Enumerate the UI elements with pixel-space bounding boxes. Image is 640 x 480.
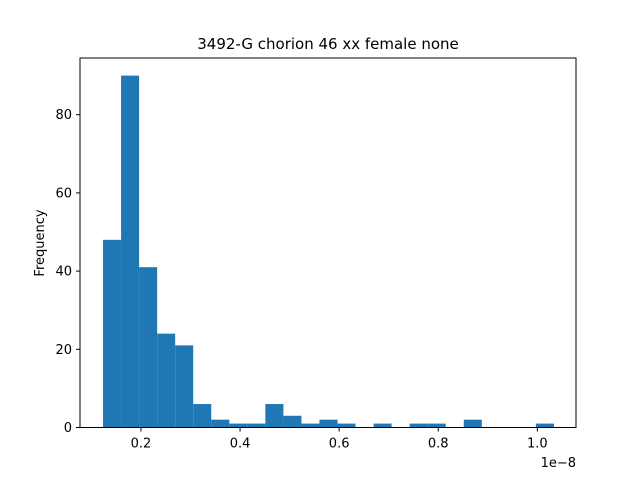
histogram-bar — [535, 423, 554, 428]
x-tick-label: 0.2 — [131, 437, 152, 452]
y-axis-label: Frequency — [33, 209, 48, 276]
y-tick-label: 0 — [64, 421, 72, 436]
histogram-bar — [319, 419, 338, 428]
x-axis: 0.2 0.4 0.6 0.8 1.0 — [131, 427, 548, 452]
chart-title: 3492-G chorion 46 xx female none — [197, 35, 459, 53]
histogram-bar — [121, 75, 140, 428]
y-tick-label: 80 — [55, 108, 72, 123]
histogram-bar — [157, 333, 176, 428]
histogram-bar — [301, 423, 320, 428]
y-tick-label: 40 — [55, 265, 72, 280]
histogram-bar — [373, 423, 392, 428]
x-tick-label: 1.0 — [527, 437, 548, 452]
x-tick-label: 0.8 — [428, 437, 449, 452]
bars-group — [103, 75, 554, 428]
histogram-bar — [211, 419, 230, 428]
y-tick-label: 60 — [55, 186, 72, 201]
histogram-bar — [265, 404, 284, 428]
x-axis-scale-label: 1e−8 — [541, 456, 576, 471]
y-axis: 0 20 40 60 80 — [55, 108, 80, 436]
histogram-bar — [283, 415, 302, 428]
histogram-bar — [175, 345, 194, 428]
histogram-bar — [139, 267, 158, 428]
histogram-bar — [427, 423, 446, 428]
plot-frame — [79, 57, 577, 428]
x-tick-label: 0.6 — [329, 437, 350, 452]
histogram-bar — [103, 239, 122, 428]
histogram-bar — [247, 423, 266, 428]
histogram-bar — [463, 419, 482, 428]
histogram-bar — [337, 423, 356, 428]
histogram-bar — [193, 404, 212, 428]
histogram-bar — [409, 423, 428, 428]
x-tick-label: 0.4 — [230, 437, 251, 452]
histogram-bar — [229, 423, 248, 428]
y-tick-label: 20 — [55, 343, 72, 358]
